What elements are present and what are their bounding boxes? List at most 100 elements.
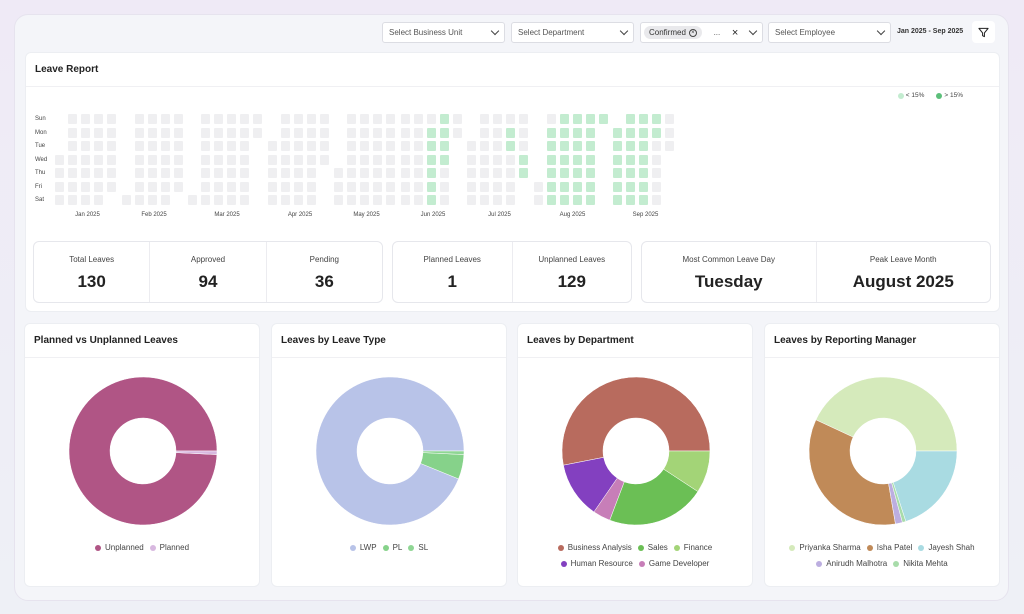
- heatmap-cell[interactable]: [107, 154, 116, 165]
- heatmap-cell[interactable]: [400, 141, 410, 151]
- heatmap-cell[interactable]: [160, 114, 170, 124]
- heatmap-cell[interactable]: [519, 127, 528, 138]
- heatmap-cell[interactable]: [173, 168, 183, 178]
- heatmap-cell[interactable]: [559, 168, 569, 178]
- heatmap-cell[interactable]: [214, 141, 223, 151]
- heatmap-cell[interactable]: [360, 168, 369, 178]
- heatmap-cell[interactable]: [559, 181, 569, 192]
- heatmap-cell[interactable]: [147, 141, 157, 151]
- heatmap-cell[interactable]: [160, 127, 170, 138]
- heatmap-cell[interactable]: [639, 141, 648, 151]
- heatmap-cell[interactable]: [94, 168, 103, 178]
- heatmap-cell[interactable]: [400, 168, 410, 178]
- heatmap-cell[interactable]: [585, 114, 595, 124]
- heatmap-cell[interactable]: [413, 114, 423, 124]
- heatmap-cell[interactable]: [173, 181, 183, 192]
- heatmap-cell[interactable]: [467, 154, 476, 165]
- heatmap-cell[interactable]: [613, 181, 622, 192]
- heatmap-cell[interactable]: [280, 114, 290, 124]
- heatmap-cell[interactable]: [467, 181, 476, 192]
- heatmap-cell[interactable]: [253, 127, 262, 138]
- heatmap-cell[interactable]: [546, 168, 556, 178]
- heatmap-cell[interactable]: [134, 154, 144, 165]
- heatmap-cell[interactable]: [319, 154, 329, 165]
- legend-item[interactable]: Nikita Mehta: [893, 556, 948, 572]
- employee-select[interactable]: Select Employee: [768, 22, 891, 43]
- heatmap-cell[interactable]: [293, 168, 303, 178]
- heatmap-cell[interactable]: [280, 181, 290, 192]
- heatmap-cell[interactable]: [147, 195, 157, 205]
- heatmap-cell[interactable]: [81, 127, 90, 138]
- heatmap-cell[interactable]: [68, 141, 77, 151]
- heatmap-cell[interactable]: [506, 127, 515, 138]
- heatmap-cell[interactable]: [559, 141, 569, 151]
- heatmap-cell[interactable]: [253, 114, 262, 124]
- heatmap-cell[interactable]: [413, 127, 423, 138]
- heatmap-cell[interactable]: [652, 154, 661, 165]
- heatmap-cell[interactable]: [347, 181, 356, 192]
- heatmap-cell[interactable]: [94, 154, 103, 165]
- heatmap-cell[interactable]: [480, 141, 489, 151]
- heatmap-cell[interactable]: [426, 127, 436, 138]
- heatmap-cell[interactable]: [559, 154, 569, 165]
- heatmap-cell[interactable]: [227, 141, 236, 151]
- heatmap-cell[interactable]: [293, 154, 303, 165]
- heatmap-cell[interactable]: [373, 127, 382, 138]
- heatmap-cell[interactable]: [572, 168, 582, 178]
- heatmap-cell[interactable]: [334, 168, 343, 178]
- heatmap-cell[interactable]: [480, 195, 489, 205]
- heatmap-cell[interactable]: [134, 127, 144, 138]
- heatmap-cell[interactable]: [626, 141, 635, 151]
- heatmap-cell[interactable]: [347, 141, 356, 151]
- heatmap-cell[interactable]: [598, 114, 608, 124]
- heatmap-cell[interactable]: [173, 154, 183, 165]
- heatmap-cell[interactable]: [652, 114, 661, 124]
- heatmap-cell[interactable]: [426, 195, 436, 205]
- heatmap-cell[interactable]: [306, 181, 316, 192]
- heatmap-cell[interactable]: [559, 127, 569, 138]
- heatmap-cell[interactable]: [201, 141, 210, 151]
- heatmap-cell[interactable]: [519, 114, 528, 124]
- heatmap-cell[interactable]: [201, 195, 210, 205]
- heatmap-cell[interactable]: [293, 181, 303, 192]
- heatmap-cell[interactable]: [426, 168, 436, 178]
- legend-item[interactable]: SL: [408, 540, 428, 556]
- heatmap-cell[interactable]: [426, 141, 436, 151]
- heatmap-cell[interactable]: [319, 127, 329, 138]
- filter-button[interactable]: [972, 21, 995, 43]
- heatmap-cell[interactable]: [173, 127, 183, 138]
- heatmap-cell[interactable]: [306, 168, 316, 178]
- heatmap-cell[interactable]: [201, 181, 210, 192]
- heatmap-cell[interactable]: [585, 154, 595, 165]
- heatmap-cell[interactable]: [585, 168, 595, 178]
- heatmap-cell[interactable]: [214, 114, 223, 124]
- chip-remove-icon[interactable]: ×: [688, 28, 697, 37]
- heatmap-cell[interactable]: [439, 168, 449, 178]
- heatmap-cell[interactable]: [413, 141, 423, 151]
- heatmap-cell[interactable]: [452, 114, 462, 124]
- heatmap-cell[interactable]: [360, 141, 369, 151]
- heatmap-cell[interactable]: [267, 154, 277, 165]
- heatmap-cell[interactable]: [559, 114, 569, 124]
- heatmap-cell[interactable]: [439, 114, 449, 124]
- heatmap-cell[interactable]: [559, 195, 569, 205]
- heatmap-cell[interactable]: [439, 181, 449, 192]
- heatmap-cell[interactable]: [665, 141, 674, 151]
- heatmap-cell[interactable]: [107, 168, 116, 178]
- heatmap-cell[interactable]: [506, 154, 515, 165]
- heatmap-cell[interactable]: [201, 154, 210, 165]
- heatmap-cell[interactable]: [188, 195, 197, 205]
- slice-lwp[interactable]: [315, 376, 465, 526]
- heatmap-cell[interactable]: [519, 154, 528, 165]
- heatmap-cell[interactable]: [626, 181, 635, 192]
- heatmap-cell[interactable]: [639, 181, 648, 192]
- heatmap-cell[interactable]: [386, 181, 395, 192]
- heatmap-cell[interactable]: [386, 127, 395, 138]
- legend-item[interactable]: LWP: [349, 540, 377, 556]
- heatmap-cell[interactable]: [147, 168, 157, 178]
- heatmap-cell[interactable]: [652, 181, 661, 192]
- heatmap-cell[interactable]: [267, 181, 277, 192]
- heatmap-cell[interactable]: [240, 154, 249, 165]
- heatmap-cell[interactable]: [626, 127, 635, 138]
- heatmap-cell[interactable]: [572, 154, 582, 165]
